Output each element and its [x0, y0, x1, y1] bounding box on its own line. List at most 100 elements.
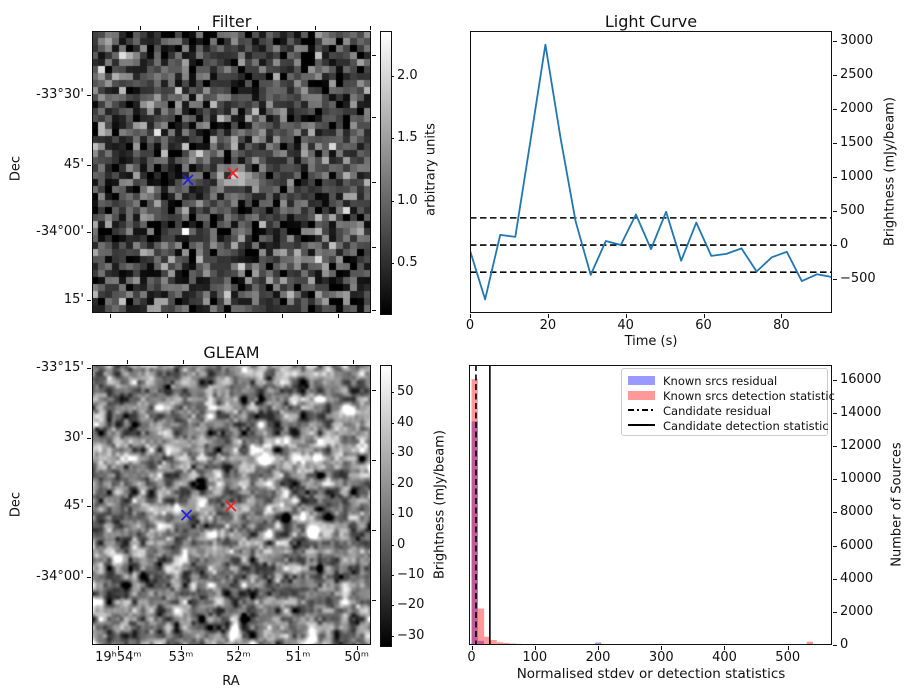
- light-curve-plot: [470, 31, 832, 313]
- hist-ytick: [833, 579, 837, 580]
- hist-xtick: [598, 646, 599, 650]
- filter-top-tick: [370, 26, 371, 30]
- hist-xtick: [535, 646, 536, 650]
- gleam-right-tick: [372, 390, 376, 391]
- histogram-series: [471, 421, 602, 645]
- histogram-x-axis-label: Normalised stdev or detection statistics: [516, 666, 786, 682]
- hist-ytick-label: 10000: [840, 471, 882, 487]
- lc-xtick: [781, 314, 782, 318]
- histogram-bar: [496, 642, 504, 645]
- lc-ytick-label: 2500: [840, 67, 874, 83]
- filter-colorbar-tick-label: 1.5: [397, 130, 418, 146]
- lc-ytick: [833, 41, 837, 42]
- gleam-y-axis-label: Dec: [8, 491, 24, 518]
- filter-colorbar-tick: [391, 76, 394, 77]
- lc-ytick: [833, 177, 837, 178]
- filter-ytick: [87, 300, 91, 301]
- gleam-ytick-label: 45': [63, 498, 84, 513]
- lc-ytick: [833, 109, 837, 110]
- legend-patch-swatch: [628, 391, 655, 400]
- filter-bottom-tick: [167, 314, 168, 318]
- gleam-ytick: [87, 506, 91, 507]
- filter-right-tick: [372, 310, 376, 311]
- filter-colorbar-tick: [391, 201, 394, 202]
- filter-right-tick: [372, 117, 376, 118]
- gleam-ytick: [87, 368, 91, 369]
- lc-ytick-label: 1500: [840, 135, 874, 151]
- filter-top-tick: [315, 26, 316, 30]
- hist-ytick-label: 4000: [840, 570, 874, 586]
- hist-ytick: [833, 479, 837, 480]
- filter-ytick: [87, 232, 91, 233]
- hist-xtick-label: 400: [712, 650, 737, 665]
- filter-ytick-label: -33°30': [36, 87, 84, 102]
- gleam-colorbar-tick-label: −30: [397, 627, 425, 643]
- lc-xtick: [626, 314, 627, 318]
- filter-right-tick: [372, 55, 376, 56]
- gleam-colorbar-tick: [391, 484, 394, 485]
- filter-markers-overlay: [182, 167, 239, 186]
- lc-xtick: [470, 314, 471, 318]
- histogram-y-axis-label: Number of Sources: [889, 442, 905, 567]
- filter-ytick-label: 45': [63, 157, 84, 172]
- lc-xtick: [548, 314, 549, 318]
- legend-line-swatch: [628, 419, 655, 433]
- filter-colorbar-tick: [391, 263, 394, 264]
- known-source-marker: [182, 174, 194, 186]
- histogram-bar: [806, 641, 814, 645]
- gleam-colorbar-tick-label: 40: [397, 414, 414, 430]
- gleam-xtick-label: 53ᵐ: [168, 650, 194, 665]
- hist-xtick: [661, 646, 662, 650]
- gleam-top-tick: [127, 360, 128, 364]
- gleam-right-tick: [372, 530, 376, 531]
- legend-label: Known srcs detection statistic: [663, 388, 835, 403]
- hist-ytick-label: 8000: [840, 504, 874, 520]
- light-curve-x-axis-label: Time (s): [624, 334, 678, 349]
- gleam-colorbar-tick: [391, 453, 394, 454]
- gleam-xtick: [298, 646, 299, 650]
- gleam-colorbar-label: Brightness (mJy/beam): [432, 430, 448, 579]
- gleam-ytick: [87, 438, 91, 439]
- hist-ytick-label: 14000: [840, 405, 882, 421]
- legend-row: Known srcs residual: [628, 373, 821, 388]
- lc-ytick-label: 500: [840, 203, 865, 219]
- legend-patch-swatch: [628, 376, 655, 385]
- gleam-colorbar-tick: [391, 545, 394, 546]
- lc-xtick-label: 60: [695, 318, 712, 333]
- histogram-bar: [477, 608, 485, 645]
- filter-colorbar-tick: [391, 138, 394, 139]
- filter-bottom-tick: [110, 314, 111, 318]
- legend-label: Candidate detection statistic: [663, 418, 829, 433]
- known-source-marker: [181, 509, 192, 521]
- legend-label: Known srcs residual: [663, 373, 778, 388]
- filter-colorbar-tick-label: 1.0: [397, 192, 418, 208]
- filter-ytick-label: -34°00': [36, 223, 84, 239]
- gleam-colorbar-tick-label: −20: [397, 597, 425, 613]
- legend-label: Candidate residual: [663, 403, 772, 418]
- lc-xtick-label: 20: [539, 318, 557, 333]
- histogram-legend: Known srcs residual Known srcs detection …: [621, 368, 835, 436]
- gleam-xtick: [118, 646, 119, 650]
- gleam-colorbar-tick: [391, 423, 394, 424]
- filter-colorbar-tick-label: 0.5: [397, 255, 418, 271]
- gleam-markers-overlay: [181, 500, 237, 521]
- hist-xtick-label: 300: [648, 650, 674, 665]
- histogram-plot: [469, 365, 832, 645]
- gleam-ytick: [87, 577, 91, 578]
- gleam-right-tick: [372, 600, 376, 601]
- filter-top-tick: [257, 26, 258, 30]
- filter-colorbar-tick-label: 2.0: [397, 67, 418, 83]
- lc-ytick: [833, 245, 837, 246]
- hist-ytick: [833, 446, 837, 447]
- legend-row: Candidate detection statistic: [628, 418, 829, 433]
- gleam-colorbar-tick: [391, 575, 394, 576]
- hist-xtick-label: 200: [585, 650, 611, 665]
- gleam-colorbar-tick: [391, 392, 394, 393]
- hist-ytick: [833, 645, 837, 646]
- filter-bottom-tick: [225, 314, 226, 318]
- histogram-bar: [471, 421, 478, 645]
- lc-xtick-label: 0: [465, 318, 475, 333]
- gleam-xtick-label: 50ᵐ: [344, 650, 370, 665]
- filter-ytick: [87, 95, 91, 96]
